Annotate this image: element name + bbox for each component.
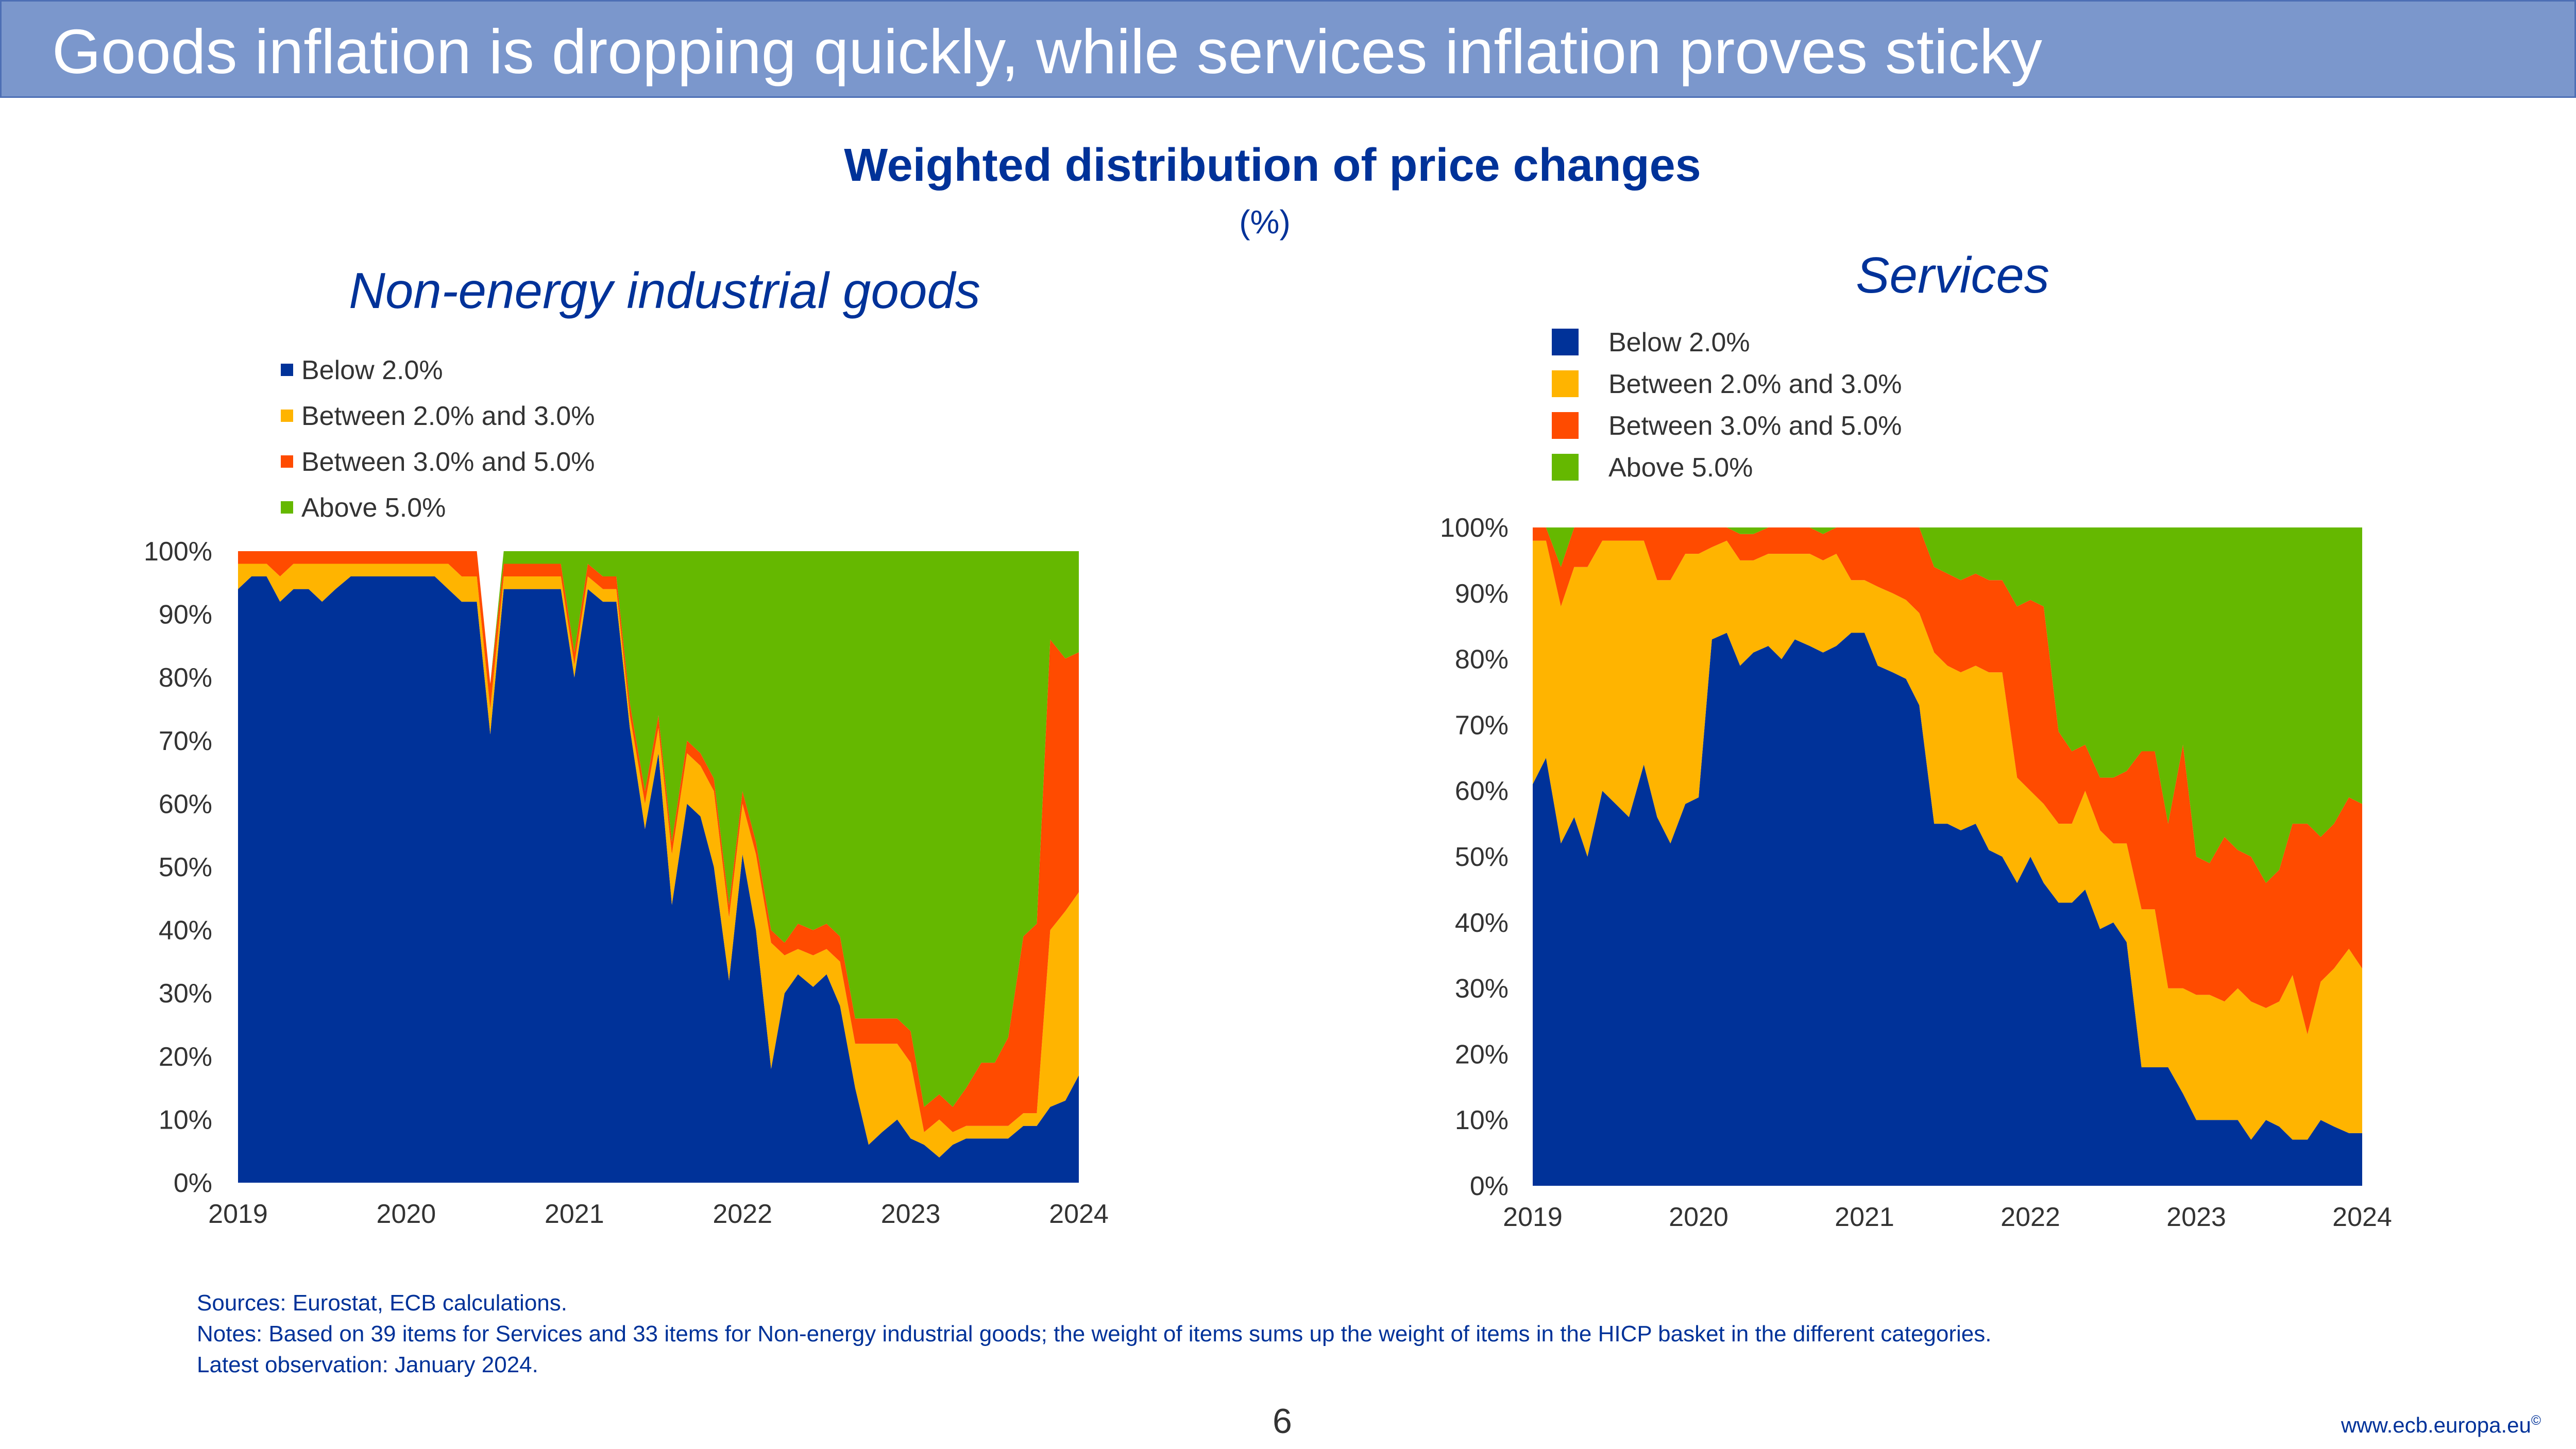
y-tick-label: 100% [1440,513,1509,543]
chart-non-energy-industrial-goods: Non-energy industrial goods 0% 10% 20% 30% 40… [144,262,1109,1229]
notes-block: Sources: Eurostat, ECB calculations. Not… [197,1288,1992,1380]
y-tick-label: 80% [1455,645,1509,675]
legend-swatch [1552,454,1579,481]
y-tick-label: 30% [1455,974,1509,1004]
legend-label: Below 2.0% [301,355,443,385]
chart-unit-label: (%) [1239,203,1291,241]
y-tick-label: 40% [159,916,212,946]
x-tick-label: 2020 [1669,1202,1728,1232]
area-series-above-5-0 [1533,527,2362,883]
y-tick-label: 60% [159,789,212,819]
legend-label: Between 3.0% and 5.0% [301,447,595,477]
y-tick-label: 100% [144,537,212,567]
y-tick-label: 40% [1455,908,1509,938]
x-tick-label: 2023 [881,1199,941,1229]
area-series-below-2-0 [1533,633,2362,1186]
legend-label: Between 3.0% and 5.0% [1608,411,1902,441]
y-tick-label: 60% [1455,776,1509,806]
legend-label: Between 2.0% and 3.0% [1608,369,1902,399]
copyright-mark: © [2531,1412,2541,1428]
y-tick-label: 30% [159,979,212,1009]
y-tick-label: 70% [159,726,212,756]
legend-swatch [1552,370,1579,397]
methodology-note: Notes: Based on 39 items for Services an… [197,1321,1992,1346]
y-tick-label: 0% [1470,1171,1509,1201]
legend-swatch [1552,329,1579,355]
latest-observation-note: Latest observation: January 2024. [197,1352,538,1377]
chart-subtitle: Non-energy industrial goods [349,262,980,319]
y-tick-label: 20% [159,1042,212,1072]
x-tick-label: 2019 [1503,1202,1563,1232]
legend-label: Above 5.0% [301,493,446,523]
title-banner: Goods inflation is dropping quickly, whi… [0,0,2576,98]
slide-title: Goods inflation is dropping quickly, whi… [52,16,2042,87]
y-tick-label: 50% [1455,842,1509,872]
x-tick-label: 2020 [377,1199,436,1229]
x-tick-label: 2021 [545,1199,604,1229]
area-series-above-5-0 [238,551,1079,1107]
y-tick-label: 50% [159,853,212,882]
x-tick-label: 2022 [713,1199,772,1229]
y-tick-label: 10% [159,1105,212,1135]
y-tick-label: 90% [159,600,212,630]
area-series-between-3-0-and-5-0 [1533,527,2362,1035]
y-tick-label: 70% [1455,710,1509,740]
x-tick-label: 2023 [2166,1202,2226,1232]
legend-swatch [281,501,293,514]
y-tick-label: 10% [1455,1105,1509,1135]
chart-subtitle: Services [1856,247,2049,303]
x-tick-label: 2021 [1835,1202,1894,1232]
y-tick-label: 0% [174,1168,212,1198]
y-tick-label: 20% [1455,1039,1509,1069]
y-tick-label: 90% [1455,579,1509,609]
area-series-below-2-0 [238,576,1079,1183]
x-tick-label: 2024 [1049,1199,1109,1229]
sources-note: Sources: Eurostat, ECB calculations. [197,1290,567,1316]
legend-label: Below 2.0% [1608,328,1750,357]
legend-label: Between 2.0% and 3.0% [301,401,595,431]
chart-services: Services 0% 10% 20% 30% 40% 50% 60% 70% 80% 90% 100… [1440,247,2392,1232]
legend-swatch [281,410,293,422]
area-series-between-3-0-and-5-0 [238,551,1079,1132]
legend-swatch [1552,412,1579,439]
legend-swatch [281,364,293,376]
legend-swatch [281,455,293,468]
chart-main-title: Weighted distribution of price changes [844,140,1701,191]
page-number: 6 [1273,1402,1292,1441]
x-tick-label: 2019 [208,1199,268,1229]
y-tick-label: 80% [159,663,212,693]
legend-label: Above 5.0% [1608,453,1753,483]
footer-url[interactable]: www.ecb.europa.eu© [2341,1412,2541,1438]
area-series-between-2-0-and-3-0 [1533,540,2362,1140]
footer-url-text[interactable]: www.ecb.europa.eu [2341,1413,2531,1437]
x-tick-label: 2022 [2001,1202,2060,1232]
x-tick-label: 2024 [2332,1202,2392,1232]
